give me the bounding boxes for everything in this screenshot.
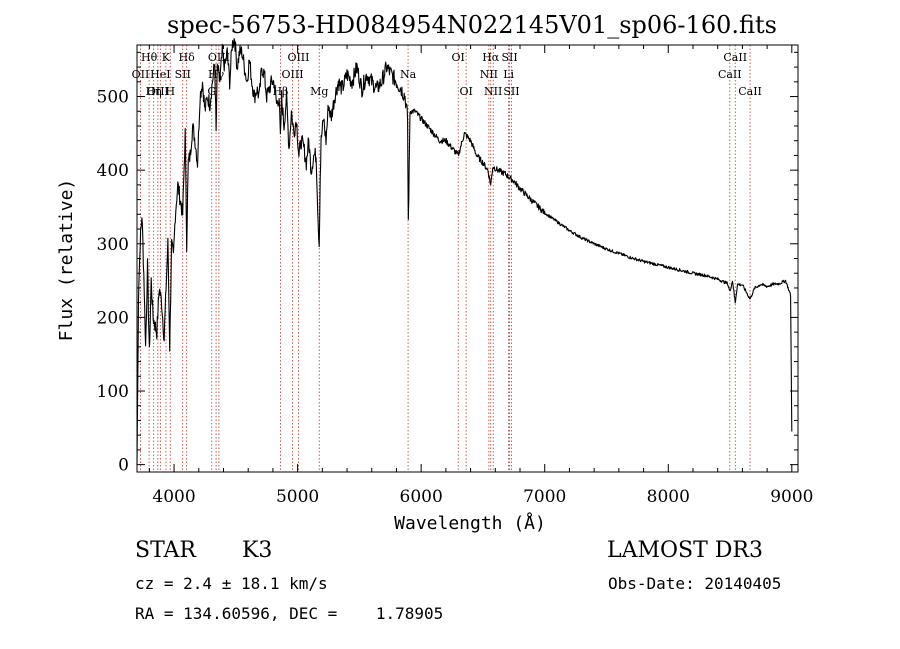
redshift-readout: cz = 2.4 ± 18.1 km/s [135,574,328,593]
line-label-20: NII [480,68,498,81]
line-label-16: Na [400,68,417,81]
y-tick-label-400: 400 [97,161,129,181]
y-axis-ticks: 0 100 200 300 400 500 [97,51,798,476]
survey-name: LAMOST DR3 [607,538,763,563]
y-tick-label-100: 100 [97,382,129,402]
spectrum-line [136,38,793,465]
y-axis-label: Flux (relative) [56,179,77,342]
line-label-17: OI [452,51,465,64]
line-label-26: CaII [718,68,742,81]
line-label-22: SII [502,51,518,64]
coordinates-readout: RA = 134.60596, DEC = 1.78905 [135,604,444,623]
x-tick-label-7000: 7000 [523,487,566,507]
line-label-3: K [162,51,171,64]
line-label-0: Hθ [141,51,158,64]
spectrum-chart: spec-56753-HD084954N022145V01_sp06-160.f… [56,11,813,534]
x-tick-label-6000: 6000 [400,487,443,507]
spectral-subclass: K3 [242,538,273,563]
y-tick-label-0: 0 [118,456,129,476]
line-label-14: Hβ [272,85,288,98]
x-axis-label: Wavelength (Å) [394,512,546,534]
x-axis-ticks: 4000 5000 6000 7000 8000 9000 [148,45,813,507]
line-label-27: CaII [738,85,762,98]
line-label-15: Mg [310,85,328,98]
x-tick-label-8000: 8000 [647,487,690,507]
line-label-2: OIII [147,85,169,98]
line-label-1: OII [132,68,150,81]
line-label-12: OIII [287,51,309,64]
plot-frame [136,44,799,473]
line-label-23: Li [503,68,514,81]
line-label-18: OI [459,85,472,98]
chart-title: spec-56753-HD084954N022145V01_sp06-160.f… [167,11,777,39]
x-tick-label-5000: 5000 [276,487,319,507]
spectral-line-markers [140,45,751,472]
line-label-8: Hδ [179,51,196,64]
line-label-24: SII [503,85,519,98]
line-label-25: CaII [723,51,747,64]
y-tick-label-200: 200 [97,308,129,328]
observation-date: Obs-Date: 20140405 [608,574,782,593]
line-label-4: HeI [150,68,170,81]
object-type: STAR [135,538,196,563]
line-label-5: Hη [146,85,162,98]
line-label-13: OIII [282,68,304,81]
y-tick-label-300: 300 [97,235,129,255]
line-label-6: SII [175,68,191,81]
line-label-21: NII [484,85,502,98]
x-tick-label-9000: 9000 [770,487,813,507]
line-label-19: Hα [482,51,500,64]
y-tick-label-500: 500 [97,88,129,108]
x-tick-label-4000: 4000 [152,487,195,507]
line-label-10: Hγ [208,68,225,81]
line-label-7: H [165,85,175,98]
